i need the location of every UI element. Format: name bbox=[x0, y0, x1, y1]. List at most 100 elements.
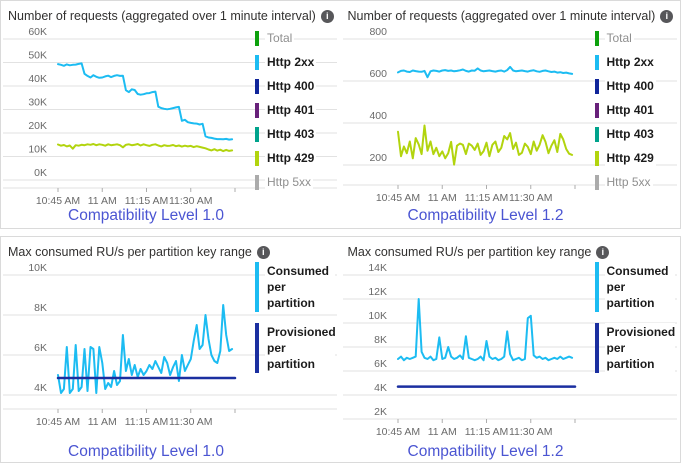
svg-text:11:30 AM: 11:30 AM bbox=[169, 195, 213, 207]
svg-text:14K: 14K bbox=[368, 262, 387, 274]
requests-panel: Number of requests (aggregated over 1 mi… bbox=[0, 0, 681, 229]
svg-text:50K: 50K bbox=[28, 50, 47, 62]
legend-label: Http 429 bbox=[604, 149, 656, 167]
legend-swatch bbox=[594, 54, 599, 70]
svg-text:2K: 2K bbox=[374, 406, 387, 418]
info-icon[interactable]: i bbox=[660, 9, 674, 23]
chart-caption: Compatibility Level 1.2 bbox=[407, 207, 564, 224]
legend-label: Http 400 bbox=[604, 77, 656, 95]
svg-text:10:45 AM: 10:45 AM bbox=[375, 426, 419, 438]
legend-label: Http 2xx bbox=[265, 53, 317, 71]
legend-label: Http 429 bbox=[265, 149, 317, 167]
svg-text:10K: 10K bbox=[28, 262, 47, 274]
chart-title-text: Max consumed RU/s per partition key rang… bbox=[8, 245, 252, 259]
svg-text:0K: 0K bbox=[34, 167, 47, 179]
tile-ru-compat-1-0: Max consumed RU/s per partition key rang… bbox=[1, 237, 341, 462]
tile-requests-compat-1-0: Number of requests (aggregated over 1 mi… bbox=[1, 1, 341, 228]
svg-text:10K: 10K bbox=[28, 144, 47, 156]
legend-label: Http 401 bbox=[604, 101, 656, 119]
legend-item-total[interactable]: Total bbox=[594, 26, 681, 50]
svg-text:4K: 4K bbox=[34, 382, 47, 394]
chart-legend: Total Http 2xx Http 400 Http 401 Http 403 Htt… bbox=[255, 26, 341, 194]
legend-item-http-401[interactable]: Http 401 bbox=[255, 98, 341, 122]
legend-label: Http 403 bbox=[604, 125, 656, 143]
chart-caption: Compatibility Level 1.2 bbox=[407, 443, 564, 460]
legend-swatch bbox=[594, 323, 599, 373]
svg-text:11:15 AM: 11:15 AM bbox=[125, 416, 169, 428]
tile-ru-compat-1-2: Max consumed RU/s per partition key rang… bbox=[341, 237, 681, 462]
chart-title: Number of requests (aggregated over 1 mi… bbox=[341, 1, 681, 23]
legend-label: Http 5xx bbox=[604, 173, 653, 191]
svg-text:20K: 20K bbox=[28, 120, 47, 132]
legend-item-http-2xx[interactable]: Http 2xx bbox=[255, 50, 341, 74]
legend-label: Http 5xx bbox=[265, 173, 314, 191]
legend-swatch bbox=[594, 150, 599, 166]
svg-text:11:15 AM: 11:15 AM bbox=[464, 192, 508, 204]
line-chart-canvas: 60K 50K 40K 30K 20K 10K 0K 10:45 AM 11 AM 11:15 A… bbox=[3, 26, 337, 207]
ru-panel: Max consumed RU/s per partition key rang… bbox=[0, 236, 681, 463]
svg-text:11:30 AM: 11:30 AM bbox=[169, 416, 213, 428]
legend-label: Total bbox=[265, 29, 295, 47]
info-icon[interactable]: i bbox=[256, 245, 270, 259]
svg-text:8K: 8K bbox=[34, 302, 47, 314]
tile-requests-compat-1-2: Number of requests (aggregated over 1 mi… bbox=[341, 1, 681, 228]
svg-text:10:45 AM: 10:45 AM bbox=[36, 416, 80, 428]
legend-item-http-403[interactable]: Http 403 bbox=[594, 122, 681, 146]
svg-text:11 AM: 11 AM bbox=[427, 426, 456, 438]
legend-item-http-2xx[interactable]: Http 2xx bbox=[594, 50, 681, 74]
legend-swatch bbox=[255, 30, 259, 46]
svg-text:11 AM: 11 AM bbox=[427, 192, 456, 204]
legend-item-http-401[interactable]: Http 401 bbox=[594, 98, 681, 122]
svg-text:6K: 6K bbox=[374, 358, 387, 370]
chart-area: 10K 8K 6K 4K 10:45 AM 11 AM 11:15 AM 11:30 AM C… bbox=[1, 259, 341, 445]
svg-text:10:45 AM: 10:45 AM bbox=[36, 195, 80, 207]
chart-title-text: Number of requests (aggregated over 1 mi… bbox=[347, 9, 656, 23]
legend-item-consumed-per-partition[interactable]: Consumed per partition bbox=[594, 262, 681, 312]
legend-label: Provisioned per partition bbox=[265, 323, 336, 373]
legend-swatch bbox=[594, 30, 599, 46]
legend-label: Http 403 bbox=[265, 125, 317, 143]
legend-item-provisioned-per-partition[interactable]: Provisioned per partition bbox=[594, 323, 681, 373]
legend-swatch bbox=[594, 262, 599, 312]
info-icon[interactable]: i bbox=[320, 9, 334, 23]
legend-item-http-429[interactable]: Http 429 bbox=[594, 146, 681, 170]
chart-legend: Consumed per partition Provisioned per pa… bbox=[594, 262, 681, 384]
legend-item-http-5xx[interactable]: Http 5xx bbox=[255, 170, 341, 194]
chart-area: 60K 50K 40K 30K 20K 10K 0K 10:45 AM 11 AM 11:15 A… bbox=[1, 23, 341, 209]
legend-label: Http 400 bbox=[265, 77, 317, 95]
legend-label: Http 401 bbox=[265, 101, 317, 119]
svg-text:600: 600 bbox=[369, 68, 387, 80]
legend-label: Consumed per partition bbox=[604, 262, 675, 312]
svg-text:11 AM: 11 AM bbox=[88, 416, 117, 428]
legend-item-http-429[interactable]: Http 429 bbox=[255, 146, 341, 170]
chart-area: 800 600 400 200 10:45 AM 11 AM 11:15 AM 11:30 A… bbox=[341, 23, 681, 209]
legend-item-provisioned-per-partition[interactable]: Provisioned per partition bbox=[255, 323, 341, 373]
svg-text:10K: 10K bbox=[368, 310, 387, 322]
info-icon[interactable]: i bbox=[596, 245, 610, 259]
legend-item-http-400[interactable]: Http 400 bbox=[594, 74, 681, 98]
legend-item-http-5xx[interactable]: Http 5xx bbox=[594, 170, 681, 194]
svg-text:40K: 40K bbox=[28, 73, 47, 85]
legend-swatch bbox=[255, 54, 259, 70]
chart-legend: Total Http 2xx Http 400 Http 401 Http 403 Htt… bbox=[594, 26, 681, 194]
svg-text:11:30 AM: 11:30 AM bbox=[508, 192, 552, 204]
svg-text:6K: 6K bbox=[34, 342, 47, 354]
svg-text:30K: 30K bbox=[28, 97, 47, 109]
legend-item-http-403[interactable]: Http 403 bbox=[255, 122, 341, 146]
legend-swatch bbox=[255, 174, 259, 190]
chart-legend: Consumed per partition Provisioned per pa… bbox=[255, 262, 341, 384]
legend-swatch bbox=[255, 102, 259, 118]
chart-caption: Compatibility Level 1.0 bbox=[68, 443, 224, 460]
legend-swatch bbox=[255, 150, 259, 166]
svg-text:4K: 4K bbox=[374, 382, 387, 394]
legend-label: Http 2xx bbox=[604, 53, 656, 71]
legend-swatch bbox=[594, 126, 599, 142]
chart-title: Max consumed RU/s per partition key rang… bbox=[1, 237, 341, 259]
chart-title-text: Max consumed RU/s per partition key rang… bbox=[347, 245, 592, 259]
legend-swatch bbox=[255, 126, 259, 142]
legend-item-consumed-per-partition[interactable]: Consumed per partition bbox=[255, 262, 341, 312]
legend-item-total[interactable]: Total bbox=[255, 26, 341, 50]
legend-swatch bbox=[255, 78, 259, 94]
legend-item-http-400[interactable]: Http 400 bbox=[255, 74, 341, 98]
legend-swatch bbox=[255, 323, 259, 373]
